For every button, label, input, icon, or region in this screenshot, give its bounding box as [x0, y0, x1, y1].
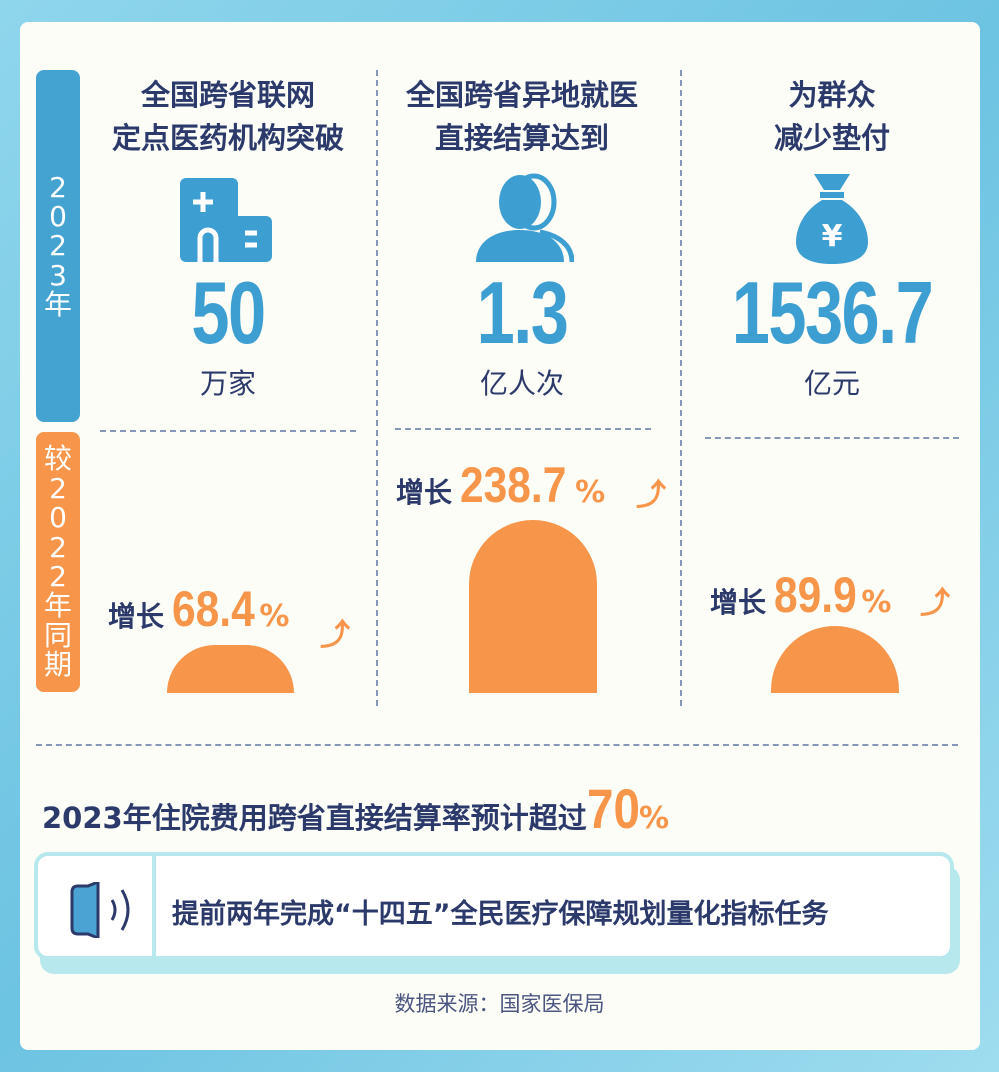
summary: 2023年住院费用跨省直接结算率预计超过 70%: [42, 777, 670, 840]
stat-value: 1536.7: [731, 263, 934, 362]
person-icon: [476, 173, 574, 262]
money-bag-icon: ¥: [796, 174, 868, 264]
year-label: 2023年: [43, 170, 72, 322]
up-arrow-icon: ⤴: [636, 478, 666, 513]
compare-label: 较2022年同期: [43, 442, 72, 682]
growth-shape: [167, 645, 294, 693]
up-arrow-icon: ⤴: [920, 586, 950, 621]
svg-text:¥: ¥: [822, 219, 843, 254]
growth-label: 增长 68.4%: [108, 581, 290, 637]
notice-text: 提前两年完成“十四五”全民医疗保障规划量化指标任务: [172, 899, 829, 930]
column-title: 全国跨省联网 定点医药机构突破: [111, 78, 344, 155]
speaker-icon: [70, 882, 130, 938]
hospital-icon: [180, 178, 272, 262]
growth-label: 增长 89.9%: [710, 567, 892, 623]
divider: [395, 428, 651, 430]
stat-unit: 亿元: [803, 367, 860, 400]
column-title: 全国跨省异地就医 直接结算达到: [405, 78, 638, 155]
divider: [680, 70, 682, 706]
divider: [36, 744, 958, 746]
notice-box: [34, 852, 954, 960]
data-source: 数据来源：国家医保局: [394, 992, 605, 1016]
stat-value: 1.3: [476, 263, 569, 362]
up-arrow-icon: ⤴: [320, 618, 350, 653]
growth-label: 增长 238.7%: [396, 457, 606, 513]
column-title: 为群众 减少垫付: [773, 78, 890, 155]
year-bar: 2023年: [36, 70, 80, 422]
divider: [152, 856, 156, 956]
stat-value: 50: [191, 263, 266, 362]
divider: [376, 70, 378, 706]
stat-unit: 亿人次: [479, 367, 564, 400]
growth-shape: [469, 520, 597, 693]
divider: [705, 437, 959, 439]
compare-bar: 较2022年同期: [36, 432, 80, 692]
divider: [100, 430, 356, 432]
stat-unit: 万家: [199, 367, 256, 400]
